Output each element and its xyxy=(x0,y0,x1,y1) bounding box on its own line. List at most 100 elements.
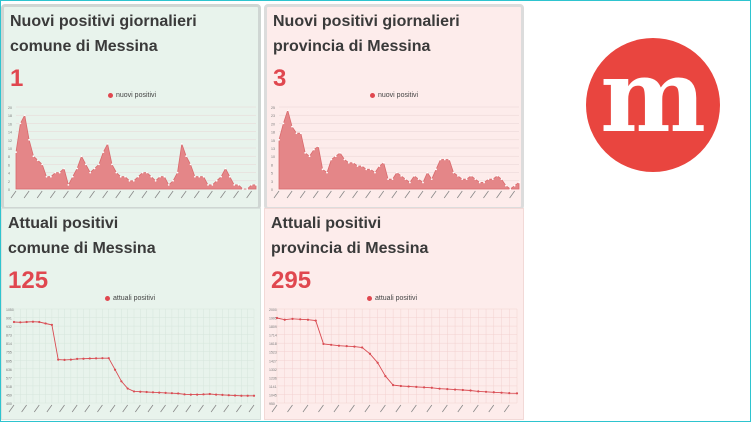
x-tick-label xyxy=(233,190,239,199)
data-point xyxy=(518,181,520,184)
data-point xyxy=(233,394,237,397)
x-tick-label xyxy=(391,190,398,199)
data-point xyxy=(139,390,142,393)
data-point xyxy=(38,320,41,324)
x-tick-label xyxy=(287,404,293,413)
data-point xyxy=(275,316,279,320)
data-point xyxy=(470,174,472,177)
data-point xyxy=(63,358,66,362)
data-point xyxy=(392,383,395,387)
x-tick-label xyxy=(417,190,424,199)
series-line xyxy=(276,317,518,394)
x-tick-label xyxy=(302,404,309,413)
x-tick-label xyxy=(470,190,476,199)
x-tick-label xyxy=(312,190,319,199)
data-point xyxy=(69,358,72,361)
data-point xyxy=(376,361,379,364)
x-tick-label xyxy=(299,190,306,199)
data-point xyxy=(374,171,376,174)
y-tick-label: 4 xyxy=(8,172,10,176)
y-tick-label: 1236 xyxy=(269,376,277,380)
x-tick-label xyxy=(141,190,148,199)
y-tick-label: 12 xyxy=(8,139,12,143)
x-tick-label xyxy=(147,404,154,413)
data-point xyxy=(19,321,22,324)
data-point xyxy=(202,393,205,396)
data-point xyxy=(250,184,253,186)
data-point xyxy=(438,387,441,390)
x-tick-label xyxy=(488,404,495,413)
data-point xyxy=(172,179,174,182)
y-tick-label: 1714 xyxy=(269,334,277,338)
y-tick-label: 5 xyxy=(271,172,273,176)
data-point xyxy=(422,181,424,184)
data-point xyxy=(146,171,148,174)
y-tick-label: 1141 xyxy=(269,385,277,389)
card-value: 295 xyxy=(271,267,312,294)
x-tick-label xyxy=(248,404,255,413)
data-point xyxy=(196,393,199,396)
data-point xyxy=(211,184,214,186)
card-nuovi-provincia[interactable]: Nuovi positivi giornalieri provincia di … xyxy=(264,4,524,210)
x-tick-label xyxy=(128,190,135,199)
data-point xyxy=(141,171,144,174)
x-tick-label xyxy=(185,404,192,413)
y-tick-label: 755 xyxy=(6,351,12,355)
card-title-line1: Attuali positivi xyxy=(271,215,382,232)
y-tick-label: 2 xyxy=(8,180,10,184)
x-tick-label xyxy=(503,404,510,413)
data-point xyxy=(453,388,457,391)
x-tick-label xyxy=(411,404,417,413)
y-tick-label: 25 xyxy=(271,106,275,110)
x-tick-label xyxy=(167,190,174,199)
data-point xyxy=(352,161,355,164)
y-tick-label: 23 xyxy=(271,114,275,118)
data-point xyxy=(361,165,363,167)
x-tick-label xyxy=(122,404,129,413)
x-tick-label xyxy=(483,190,489,199)
data-point xyxy=(57,358,60,361)
y-tick-label: 8 xyxy=(8,155,10,159)
x-tick-label xyxy=(63,190,69,199)
chart-nuovi-provincia: 25 23 20 18 15 13 10 8 5 3 0 xyxy=(271,106,520,199)
legend-dot-icon xyxy=(105,295,110,301)
data-point xyxy=(430,386,433,389)
data-point xyxy=(452,171,455,174)
card-value: 1 xyxy=(10,65,24,92)
y-tick-label: 2000 xyxy=(269,308,277,312)
data-point xyxy=(80,155,83,158)
card-nuovi-comune[interactable]: Nuovi positivi giornalieri comune di Mes… xyxy=(1,4,261,210)
y-tick-label: 3 xyxy=(271,180,273,184)
card-attuali-comune[interactable]: Attuali positivi comune di Messina 125 a… xyxy=(1,208,261,420)
x-tick-label xyxy=(59,404,65,413)
data-point xyxy=(15,151,17,153)
x-tick-label xyxy=(365,190,371,199)
x-tick-label xyxy=(84,404,91,413)
y-tick-label: 13 xyxy=(271,147,275,151)
data-point xyxy=(132,390,136,393)
data-point xyxy=(170,392,173,395)
y-tick-label: 1809 xyxy=(269,325,277,329)
data-point xyxy=(326,171,328,174)
x-tick-label xyxy=(286,190,293,199)
data-point xyxy=(378,165,381,167)
data-point xyxy=(89,171,92,174)
data-point xyxy=(308,155,311,158)
data-point xyxy=(330,158,333,161)
data-point xyxy=(435,168,437,171)
card-attuali-provincia[interactable]: Attuali positivi provincia di Messina 29… xyxy=(264,208,524,420)
data-point xyxy=(330,343,333,346)
data-point xyxy=(176,171,179,174)
data-point xyxy=(237,184,240,186)
legend-label: attuali positivi xyxy=(375,295,418,302)
y-tick-label: 950 xyxy=(269,402,275,406)
chart-legend: attuali positivi xyxy=(367,295,417,302)
data-point xyxy=(484,390,488,393)
data-point xyxy=(306,318,310,321)
data-point xyxy=(299,318,302,321)
x-tick-label xyxy=(193,190,200,199)
data-point xyxy=(233,184,236,186)
data-point xyxy=(505,184,507,187)
x-tick-label xyxy=(318,404,324,413)
logo-letter: m xyxy=(600,37,706,155)
